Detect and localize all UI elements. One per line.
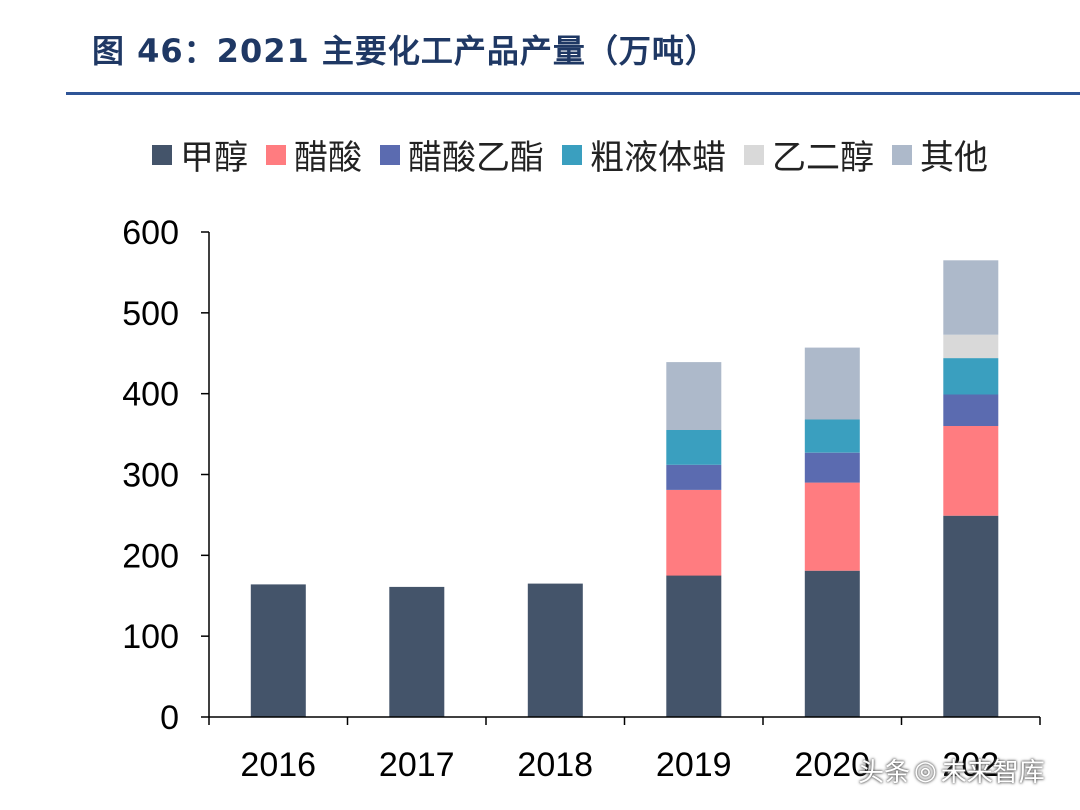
chart-legend: 甲醇 醋酸 醋酸乙酯 粗液体蜡 乙二醇 其他 bbox=[152, 130, 1006, 179]
x-tick-label: 2020 bbox=[794, 746, 870, 784]
bar-segment bbox=[943, 394, 999, 426]
bar-segment bbox=[666, 430, 722, 465]
legend-label: 粗液体蜡 bbox=[590, 138, 726, 178]
x-tick-label: 202 bbox=[942, 746, 999, 784]
legend-swatch bbox=[892, 144, 912, 165]
bar-segment bbox=[804, 452, 860, 483]
y-tick-label: 300 bbox=[122, 457, 179, 495]
bar-segment bbox=[666, 362, 722, 430]
legend-item: 粗液体蜡 bbox=[562, 130, 726, 179]
bar-segment bbox=[250, 584, 306, 717]
watermark-right-text: 未来智库 bbox=[940, 758, 1045, 788]
bar-segment bbox=[804, 482, 860, 571]
legend-item: 醋酸 bbox=[266, 130, 362, 179]
x-tick-label: 2019 bbox=[656, 746, 732, 784]
title-divider bbox=[66, 92, 1080, 95]
y-tick-label: 400 bbox=[122, 376, 179, 414]
legend-swatch bbox=[266, 144, 286, 165]
bar-segment bbox=[804, 419, 860, 453]
bar-segment bbox=[666, 575, 722, 717]
legend-label: 其他 bbox=[920, 138, 988, 178]
bar-segment bbox=[666, 464, 722, 490]
wechat-icon: ◎ bbox=[914, 755, 937, 786]
bar-segment bbox=[943, 515, 999, 717]
y-tick-label: 500 bbox=[122, 295, 179, 333]
bar-segment bbox=[943, 260, 999, 335]
bar-segment bbox=[527, 583, 583, 717]
legend-swatch bbox=[562, 144, 582, 165]
watermark: 头条 ◎ 未来智库 bbox=[858, 752, 1045, 789]
legend-label: 醋酸乙酯 bbox=[408, 138, 544, 178]
legend-item: 乙二醇 bbox=[744, 130, 874, 179]
bar-segment bbox=[804, 347, 860, 420]
y-tick-label: 100 bbox=[122, 618, 179, 656]
x-tick-label: 2017 bbox=[379, 746, 455, 784]
legend-swatch bbox=[152, 144, 172, 165]
legend-item: 醋酸乙酯 bbox=[380, 130, 544, 179]
legend-label: 甲醇 bbox=[180, 138, 248, 178]
y-tick-label: 200 bbox=[122, 537, 179, 575]
legend-label: 醋酸 bbox=[294, 138, 362, 178]
legend-item: 其他 bbox=[892, 130, 988, 179]
legend-label: 乙二醇 bbox=[772, 138, 874, 178]
bar-segment bbox=[943, 426, 999, 516]
x-tick-label: 2016 bbox=[240, 746, 316, 784]
bar-segment bbox=[943, 334, 999, 359]
legend-item: 甲醇 bbox=[152, 130, 248, 179]
y-tick-label: 0 bbox=[160, 699, 179, 737]
bar-segment bbox=[666, 489, 722, 576]
bar-segment bbox=[943, 358, 999, 395]
bar-segment bbox=[804, 570, 860, 717]
y-tick-label: 600 bbox=[122, 214, 179, 252]
figure-title: 图 46：2021 主要化工产品产量（万吨） bbox=[92, 32, 718, 70]
legend-swatch bbox=[380, 144, 400, 165]
x-tick-label: 2018 bbox=[517, 746, 593, 784]
legend-swatch bbox=[744, 144, 764, 165]
bar-segment bbox=[389, 586, 445, 717]
watermark-left-text: 头条 bbox=[858, 758, 911, 788]
